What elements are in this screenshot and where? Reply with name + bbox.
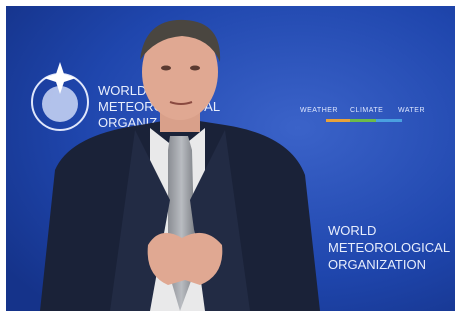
tagline-word: WEATHER bbox=[300, 107, 338, 114]
tagline-word: CLIMATE bbox=[350, 107, 383, 114]
video-frame: WORLD METEOROLOGICAL ORGANIZ WEATHER CLI… bbox=[0, 0, 461, 317]
right-logo-line: ORGANIZATION bbox=[328, 257, 426, 272]
right-logo-line: METEOROLOGICAL bbox=[328, 240, 450, 255]
tagline-bar bbox=[326, 119, 402, 122]
tagline-word: WATER bbox=[398, 107, 425, 114]
left-logo-line: WORLD bbox=[98, 83, 146, 98]
right-logo-line: WORLD bbox=[328, 223, 376, 238]
